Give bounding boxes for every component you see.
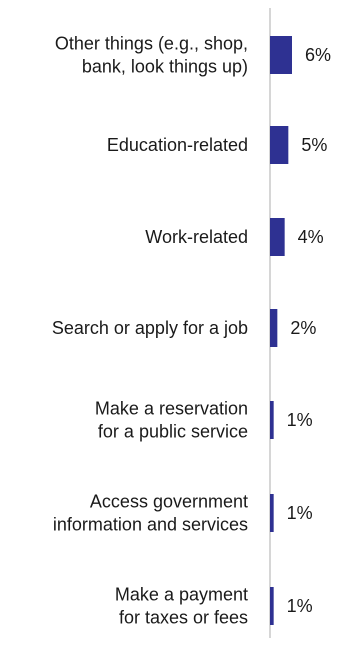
category-label: Education-related bbox=[107, 135, 248, 155]
value-label: 6% bbox=[305, 45, 331, 65]
bar bbox=[270, 309, 278, 347]
category-label-line: Education-related bbox=[107, 135, 248, 155]
bar bbox=[270, 494, 274, 532]
category-label: Work-related bbox=[145, 227, 248, 247]
category-label-line: Other things (e.g., shop, bbox=[55, 34, 248, 54]
category-label-line: Work-related bbox=[145, 227, 248, 247]
value-labels: 6% 5% 4% 2% 1% 1% 1% bbox=[287, 45, 331, 616]
value-label: 1% bbox=[287, 410, 313, 430]
category-label-line: for a public service bbox=[98, 422, 248, 442]
category-label-line: bank, look things up) bbox=[82, 57, 248, 77]
bar bbox=[270, 218, 285, 256]
category-label-line: Access government bbox=[90, 492, 248, 512]
category-label: Other things (e.g., shop, bank, look thin… bbox=[55, 34, 248, 77]
bar bbox=[270, 126, 289, 164]
category-label: Make a reservation for a public service bbox=[95, 399, 248, 442]
bar bbox=[270, 587, 274, 625]
value-label: 4% bbox=[298, 227, 324, 247]
value-label: 1% bbox=[287, 503, 313, 523]
value-label: 1% bbox=[287, 596, 313, 616]
bars bbox=[270, 36, 292, 625]
category-label: Access government information and service… bbox=[53, 492, 248, 535]
category-label-line: for taxes or fees bbox=[119, 608, 248, 628]
bar bbox=[270, 36, 292, 74]
value-label: 5% bbox=[301, 135, 327, 155]
category-label-line: Make a reservation bbox=[95, 399, 248, 419]
bar bbox=[270, 401, 274, 439]
category-label: Search or apply for a job bbox=[52, 318, 248, 338]
category-label: Make a payment for taxes or fees bbox=[115, 585, 248, 628]
category-label-line: Search or apply for a job bbox=[52, 318, 248, 338]
category-label-line: information and services bbox=[53, 515, 248, 535]
value-label: 2% bbox=[290, 318, 316, 338]
category-labels: Other things (e.g., shop, bank, look thin… bbox=[52, 34, 248, 628]
category-label-line: Make a payment bbox=[115, 585, 248, 605]
